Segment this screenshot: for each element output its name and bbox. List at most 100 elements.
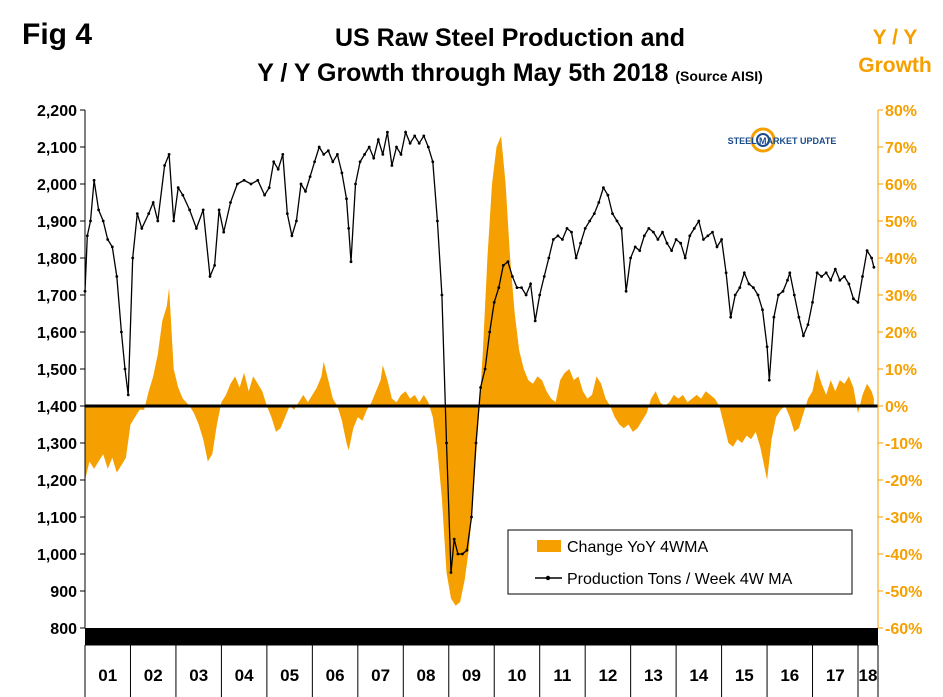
production-point: [715, 245, 719, 249]
production-point: [381, 153, 385, 156]
left-axis-tick-label: 1,400: [37, 399, 77, 416]
production-point: [195, 227, 198, 230]
production-point: [833, 267, 837, 271]
production-point: [322, 153, 326, 156]
production-point: [358, 160, 362, 164]
production-point: [520, 286, 523, 289]
production-point: [767, 378, 771, 382]
production-point: [670, 249, 673, 253]
x-axis-category-label: 17: [826, 666, 845, 685]
production-point: [724, 271, 728, 275]
legend-label-production: Production Tons / Week 4W MA: [567, 571, 793, 588]
production-point: [123, 367, 127, 371]
production-point: [304, 190, 307, 193]
right-axis-tick-label: 70%: [885, 140, 917, 157]
production-point: [870, 256, 873, 260]
production-point: [483, 367, 487, 371]
production-point: [440, 293, 444, 297]
production-point: [647, 227, 651, 230]
production-point: [781, 289, 785, 293]
right-axis-tick-label: 10%: [885, 362, 917, 379]
production-point: [367, 145, 371, 149]
production-point: [742, 271, 746, 275]
x-axis-category-label: 02: [144, 666, 163, 685]
production-point: [313, 160, 316, 164]
production-point: [281, 153, 285, 156]
production-point: [408, 141, 412, 145]
production-point: [592, 212, 596, 216]
production-point: [733, 293, 737, 297]
production-point: [506, 260, 510, 264]
production-point: [656, 238, 660, 241]
production-point: [456, 552, 460, 556]
production-point: [126, 393, 130, 397]
logo-ring-icon: [750, 127, 776, 153]
production-point: [151, 201, 155, 204]
production-point: [431, 160, 435, 164]
production-point: [574, 256, 578, 260]
left-axis-tick-label: 2,200: [37, 103, 77, 120]
production-point: [602, 186, 605, 190]
production-point: [772, 315, 776, 319]
production-point: [242, 178, 246, 182]
production-point: [679, 241, 683, 245]
production-point: [349, 260, 353, 264]
production-point: [167, 153, 171, 156]
production-point: [629, 256, 632, 260]
legend-box: [507, 529, 853, 595]
left-axis-tick-label: 1,200: [37, 473, 77, 490]
production-point: [85, 234, 89, 238]
production-point: [399, 153, 403, 156]
production-point: [208, 275, 212, 278]
production-point: [547, 256, 551, 260]
production-point: [272, 160, 276, 164]
production-point: [515, 286, 519, 289]
production-point: [551, 238, 555, 241]
axes-layer: 800 900 1,000 1,100 1,200 1,300 1,400 1,500 1,60…: [37, 103, 922, 638]
production-point: [449, 571, 453, 574]
production-point: [511, 275, 514, 278]
figure-label: Fig 4: [22, 18, 93, 51]
production-point: [372, 156, 376, 160]
right-axis-tick-label: 60%: [885, 177, 917, 194]
production-point: [140, 227, 144, 230]
production-point: [188, 208, 192, 212]
production-point: [340, 171, 344, 175]
production-point: [295, 219, 298, 223]
production-point: [856, 301, 860, 304]
production-point: [336, 153, 339, 156]
production-point: [565, 227, 569, 230]
production-point: [101, 219, 105, 223]
production-point: [729, 315, 733, 319]
production-point: [452, 537, 456, 541]
x-axis-bar: [85, 628, 878, 645]
production-point: [692, 227, 696, 230]
right-axis-tick-label: 80%: [885, 103, 917, 120]
chart-title-line1: US Raw Steel Production and: [334, 24, 686, 52]
production-point: [597, 201, 601, 204]
production-point: [404, 130, 407, 134]
production-point: [181, 193, 185, 197]
legend: Change YoY 4WMA Production Tons / Week 4…: [507, 529, 853, 595]
right-axis-tick-label: 20%: [885, 325, 917, 342]
production-point: [222, 230, 226, 234]
production-point: [786, 278, 789, 282]
production-point: [797, 315, 801, 319]
production-point: [176, 186, 180, 190]
production-point: [267, 186, 271, 190]
x-axis-category-label: 14: [689, 666, 708, 685]
production-point: [633, 245, 637, 249]
left-axis-tick-label: 1,300: [37, 436, 77, 453]
production-point: [570, 230, 573, 234]
production-point: [235, 182, 239, 186]
production-point: [317, 145, 321, 149]
production-point: [249, 182, 253, 186]
production-point: [638, 249, 642, 253]
production-point: [665, 241, 669, 245]
x-axis-category-label: 12: [598, 666, 617, 685]
production-point: [376, 138, 380, 142]
production-point: [386, 130, 389, 134]
x-axis-category-label: 09: [462, 666, 481, 685]
production-point: [229, 201, 232, 204]
